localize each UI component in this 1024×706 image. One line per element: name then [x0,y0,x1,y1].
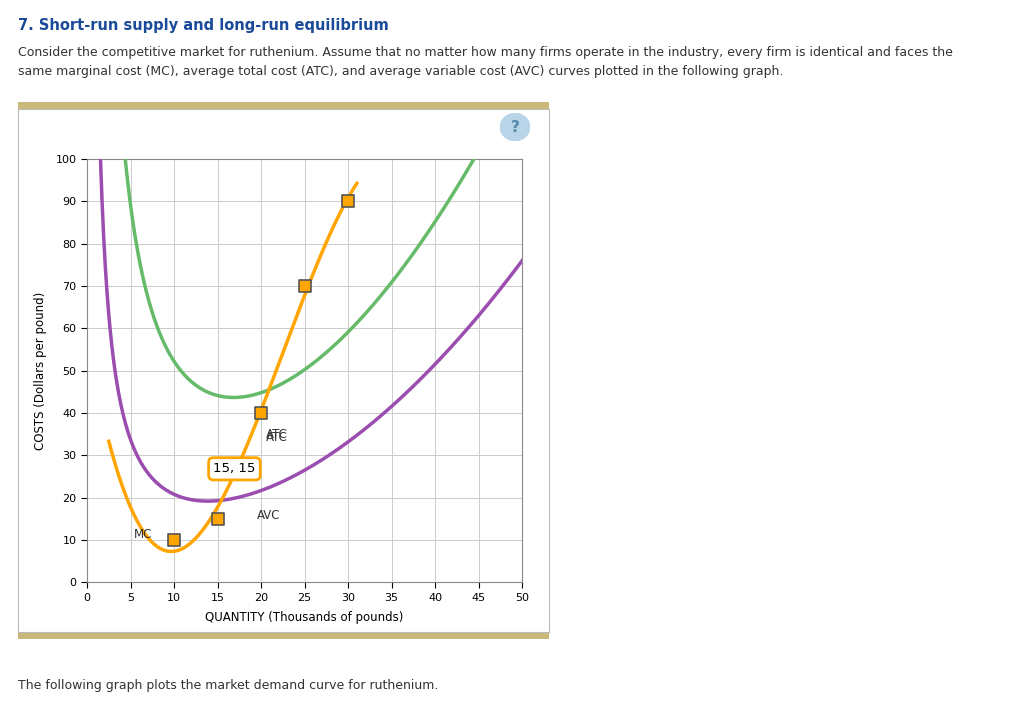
Point [253,407,269,419]
Text: same marginal cost (MC), average total cost (ATC), and average variable cost (AV: same marginal cost (MC), average total c… [18,65,783,78]
Text: ?: ? [511,119,519,135]
Text: The following graph plots the market demand curve for ruthenium.: The following graph plots the market dem… [18,679,439,692]
Point [297,280,313,292]
Text: Consider the competitive market for ruthenium. Assume that no matter how many fi: Consider the competitive market for ruth… [18,46,953,59]
Circle shape [501,114,529,140]
Point [340,196,356,207]
Y-axis label: COSTS (Dollars per pound): COSTS (Dollars per pound) [34,292,47,450]
Text: 7. Short-run supply and long-run equilibrium: 7. Short-run supply and long-run equilib… [18,18,389,32]
Text: AVC: AVC [257,509,281,522]
Text: 15, 15: 15, 15 [213,462,256,475]
Point [166,534,182,546]
Text: ATC: ATC [265,431,288,443]
Text: ATC: ATC [265,429,288,441]
Point [210,513,226,525]
X-axis label: QUANTITY (Thousands of pounds): QUANTITY (Thousands of pounds) [206,611,403,624]
Text: MC: MC [134,528,153,541]
